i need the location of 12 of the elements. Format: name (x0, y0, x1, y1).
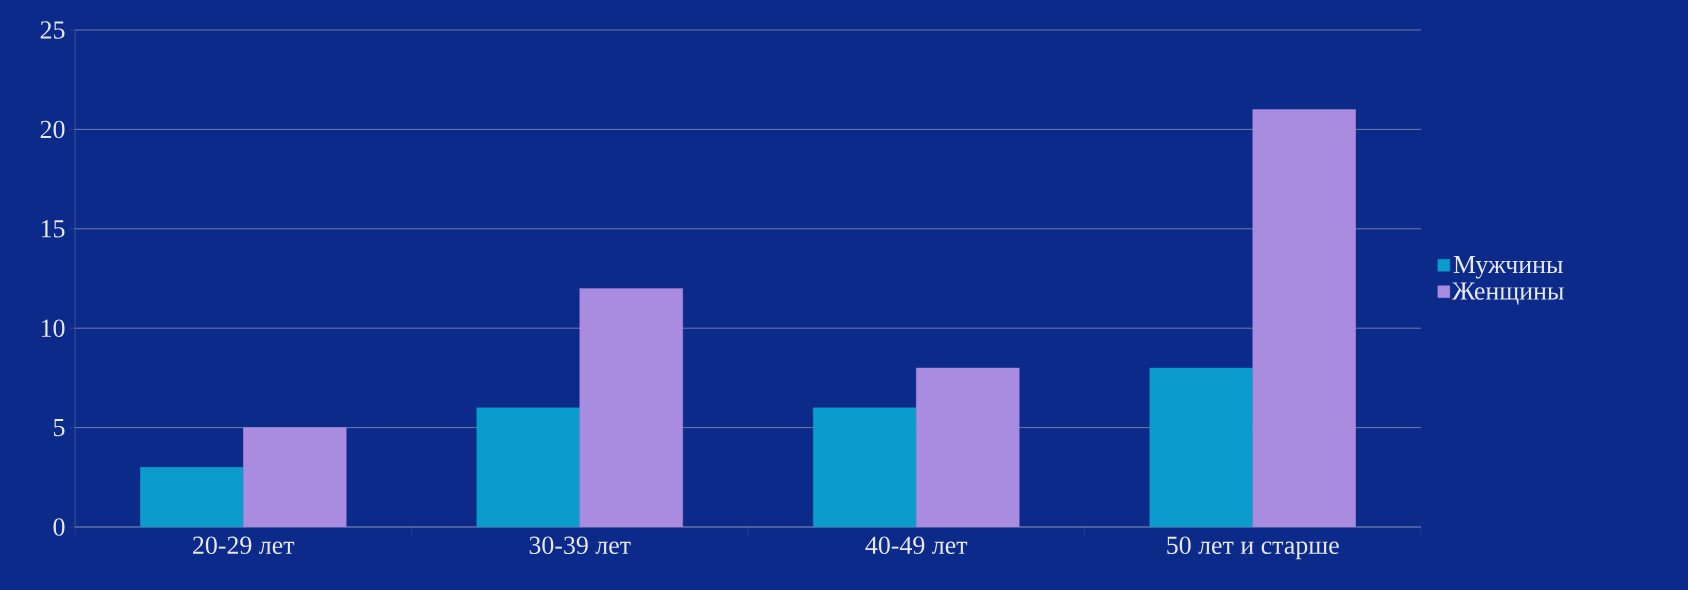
y-tick-label: 10 (41, 319, 65, 337)
x-tick-label: 30-39 лет (529, 536, 631, 554)
x-tick-label: 40-49 лет (865, 536, 968, 554)
legend-label: Мужчины (1453, 256, 1563, 279)
y-tick-label: 15 (41, 220, 65, 238)
y-tick-label: 25 (40, 21, 65, 39)
y-tick-label: 0 (53, 518, 65, 536)
x-tick-label: 20-29 лет (193, 536, 295, 554)
y-tick-label: 5 (54, 418, 65, 437)
x-tick-label: 50 лет и старше (1167, 536, 1339, 560)
legend-label: Женщины (1452, 282, 1564, 305)
y-tick-label: 20 (40, 120, 65, 139)
